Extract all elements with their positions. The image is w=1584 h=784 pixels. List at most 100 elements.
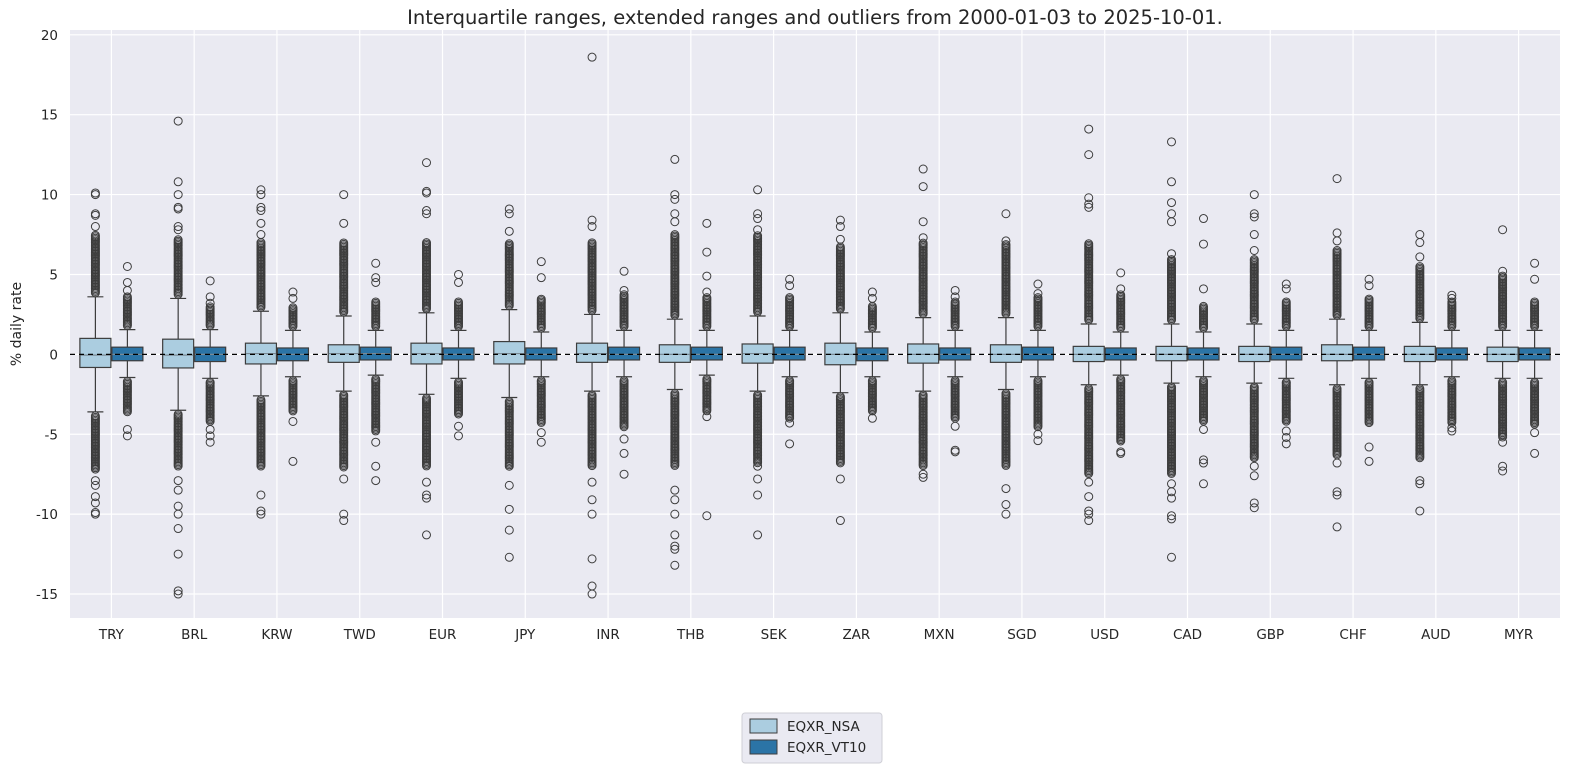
outlier-point xyxy=(504,525,514,535)
outlier-point xyxy=(256,490,266,500)
outlier-point xyxy=(173,589,183,599)
iqr-box xyxy=(773,346,806,361)
outlier-point xyxy=(1116,448,1126,458)
outlier-point xyxy=(371,297,381,307)
x-tick-label-eur: EUR xyxy=(429,627,457,643)
outlier-point xyxy=(1199,424,1208,434)
outlier-point xyxy=(1249,503,1259,513)
outlier-point xyxy=(619,469,629,479)
iqr-box xyxy=(1320,344,1354,362)
outlier-point xyxy=(422,188,431,198)
outlier-point xyxy=(785,439,795,449)
outlier-point xyxy=(702,287,712,297)
outlier-point xyxy=(1447,297,1457,307)
outlier-point xyxy=(1084,509,1094,519)
outlier-point xyxy=(256,506,266,516)
x-tick-label-zar: ZAR xyxy=(842,627,870,643)
outlier-point xyxy=(288,293,298,303)
outlier-point xyxy=(587,238,597,248)
outlier-point xyxy=(753,185,763,195)
outlier-point xyxy=(1530,428,1540,438)
outlier-point xyxy=(205,431,215,441)
outlier-point xyxy=(1415,476,1425,486)
outlier-point xyxy=(1116,436,1126,446)
box-mxn-nsa xyxy=(907,164,940,482)
outlier-point xyxy=(1116,284,1126,294)
box-sek-nsa xyxy=(741,185,774,540)
box-usd-vt10 xyxy=(1104,268,1137,458)
legend-label-nsa: EQXR_NSA xyxy=(787,719,860,735)
outlier-point xyxy=(867,406,877,416)
outlier-point xyxy=(1447,293,1457,303)
outlier-point xyxy=(256,185,266,195)
outlier-point xyxy=(950,297,960,307)
outlier-point xyxy=(1084,469,1094,479)
outlier-point xyxy=(670,217,680,227)
outlier-point xyxy=(90,509,100,519)
outlier-point xyxy=(288,287,298,297)
outlier-point xyxy=(1001,484,1011,494)
boxes xyxy=(79,52,1551,599)
iqr-box xyxy=(162,338,195,369)
outlier-point xyxy=(785,413,795,423)
outlier-point xyxy=(339,190,349,200)
outlier-point xyxy=(918,164,928,174)
outlier-point xyxy=(1249,498,1259,508)
outlier-point xyxy=(1116,290,1126,300)
outlier-point xyxy=(702,247,712,257)
outlier-point xyxy=(1447,426,1457,436)
outlier-point xyxy=(90,230,100,240)
outlier-point xyxy=(454,421,463,431)
outlier-point xyxy=(1084,202,1094,212)
x-tick-label-try: TRY xyxy=(98,627,125,643)
outlier-point xyxy=(670,485,680,495)
outlier-point xyxy=(339,462,349,472)
y-tick-label: 5 xyxy=(49,267,58,283)
outlier-point xyxy=(1084,516,1094,526)
outlier-point xyxy=(1364,442,1374,452)
outlier-point xyxy=(1530,258,1540,268)
outlier-point xyxy=(256,230,266,240)
outlier-point xyxy=(587,222,597,232)
outlier-point xyxy=(1498,461,1508,471)
box-thb-vt10 xyxy=(690,218,723,521)
outlier-point xyxy=(288,456,298,466)
outlier-point xyxy=(670,194,680,204)
outlier-point xyxy=(918,217,928,227)
outlier-point xyxy=(1281,432,1291,442)
outlier-point xyxy=(1167,217,1176,227)
outlier-point xyxy=(173,476,183,486)
outlier-point xyxy=(753,474,763,484)
outlier-point xyxy=(90,476,100,486)
outlier-point xyxy=(835,215,845,225)
box-zar-vt10 xyxy=(856,287,889,423)
outlier-point xyxy=(1332,246,1342,255)
outlier-point xyxy=(173,524,183,534)
legend-swatch-nsa xyxy=(749,718,778,734)
outlier-point xyxy=(1415,506,1425,516)
outlier-point xyxy=(1530,448,1540,458)
outlier-point xyxy=(371,476,381,486)
outlier-point xyxy=(950,285,960,295)
outlier-point xyxy=(371,437,381,447)
outlier-point xyxy=(1415,252,1425,262)
outlier-point xyxy=(785,274,795,284)
outlier-point xyxy=(1084,492,1094,502)
outlier-point xyxy=(536,417,546,427)
outlier-point xyxy=(785,418,795,428)
outlier-point xyxy=(173,177,183,187)
x-tick-label-thb: THB xyxy=(676,627,705,643)
outlier-point xyxy=(1199,455,1208,465)
outlier-point xyxy=(504,552,514,562)
outlier-point xyxy=(619,422,629,432)
outlier-point xyxy=(173,235,183,245)
outlier-point xyxy=(1167,137,1176,147)
outlier-point xyxy=(422,477,431,487)
outlier-point xyxy=(587,495,597,505)
outlier-point xyxy=(536,437,546,447)
outlier-point xyxy=(256,218,266,228)
iqr-box xyxy=(1155,345,1188,362)
outlier-point xyxy=(1249,471,1259,481)
outlier-point xyxy=(536,294,546,304)
